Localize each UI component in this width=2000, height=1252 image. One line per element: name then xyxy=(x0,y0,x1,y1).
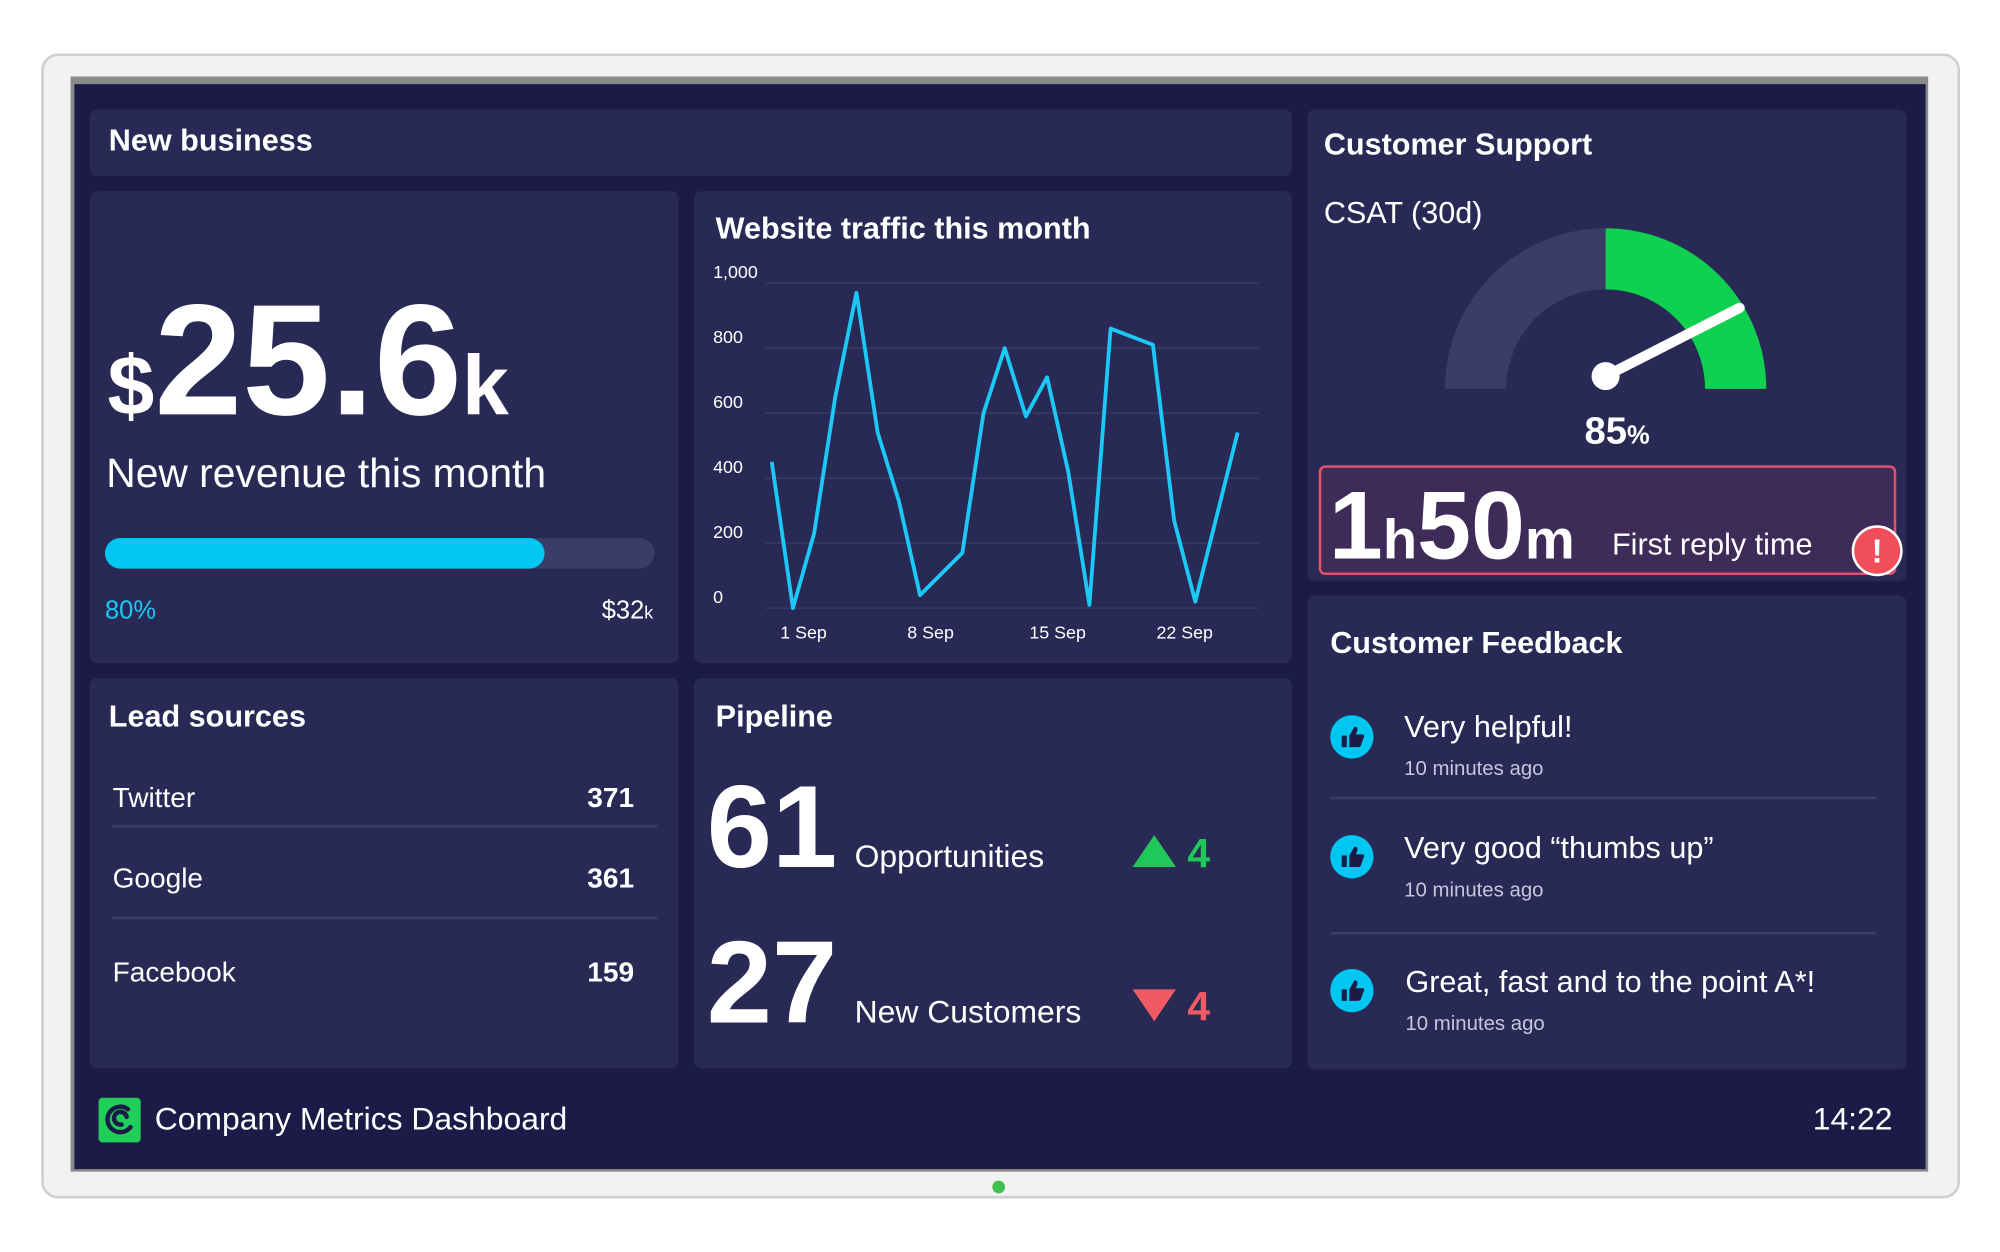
pipeline-label: New Customers xyxy=(855,994,1082,1030)
pipeline-change: 4 xyxy=(1187,983,1210,1029)
feedback-time: 10 minutes ago xyxy=(1404,879,1543,901)
lead-name: Facebook xyxy=(113,957,237,988)
feedback-text: Very helpful! xyxy=(1404,710,1572,744)
revenue-value: 25.6 xyxy=(154,271,462,448)
power-light xyxy=(992,1180,1006,1194)
alert-icon xyxy=(1851,525,1903,577)
csat-value: 85 xyxy=(1584,410,1627,453)
feedback-text: Very good “thumbs up” xyxy=(1404,831,1713,865)
up-arrow xyxy=(1132,835,1176,867)
panel xyxy=(694,191,1292,663)
target-value: $32 xyxy=(602,596,645,624)
y-tick-label: 1,000 xyxy=(713,262,758,282)
feedback-time: 10 minutes ago xyxy=(1405,1013,1544,1035)
pipeline-value: 27 xyxy=(707,917,837,1048)
csat-label: CSAT (30d) xyxy=(1324,196,1483,230)
panel-title: New business xyxy=(109,123,313,157)
thumbs-glyph xyxy=(1341,846,1365,867)
x-tick-label: 1 Sep xyxy=(780,623,827,643)
y-tick-label: 600 xyxy=(713,392,743,412)
x-tick-label: 8 Sep xyxy=(907,623,954,643)
minutes-unit: m xyxy=(1525,507,1575,570)
y-tick-label: 800 xyxy=(713,327,743,347)
gauge-needle xyxy=(1600,302,1745,382)
panel xyxy=(89,678,679,1069)
panel xyxy=(694,678,1292,1069)
csat-unit: % xyxy=(1627,422,1650,450)
reply-label: First reply time xyxy=(1612,528,1812,562)
traffic-line xyxy=(769,290,1240,611)
y-tick-label: 0 xyxy=(713,587,723,607)
lead-name: Google xyxy=(113,862,203,893)
y-tick-label: 200 xyxy=(713,522,743,542)
clock: 14:22 xyxy=(1813,1101,1893,1137)
pipeline-value: 61 xyxy=(707,761,837,892)
logo-mark xyxy=(105,1104,133,1135)
lead-value: 159 xyxy=(587,957,634,988)
panel-title: Lead sources xyxy=(109,700,306,734)
y-tick-label: 400 xyxy=(713,457,743,477)
target: $32k xyxy=(602,596,654,624)
feedback-text: Great, fast and to the point A*! xyxy=(1405,965,1815,999)
unit: k xyxy=(462,338,509,432)
alert-mark: ! xyxy=(1872,533,1883,570)
progress-label: 80% xyxy=(105,596,156,624)
lead-value: 361 xyxy=(587,862,634,893)
feedback-time: 10 minutes ago xyxy=(1404,758,1543,780)
panel-title: Website traffic this month xyxy=(716,211,1091,245)
gauge-zone xyxy=(1604,228,1767,390)
hours: 1 xyxy=(1329,470,1383,579)
lead-value: 371 xyxy=(587,782,634,813)
x-tick-label: 15 Sep xyxy=(1029,623,1086,643)
pipeline-label: Opportunities xyxy=(855,838,1044,874)
footer-title: Company Metrics Dashboard xyxy=(155,1101,568,1137)
target-unit: k xyxy=(644,602,653,622)
pipeline-change: 4 xyxy=(1187,830,1210,876)
reply-time: 1h50m xyxy=(1329,470,1575,579)
thumbs-glyph xyxy=(1341,726,1365,748)
reply-box xyxy=(1318,465,1897,576)
panel xyxy=(89,109,1292,176)
panel xyxy=(1307,595,1907,1070)
panel-title: Customer Feedback xyxy=(1330,626,1623,660)
down-arrow xyxy=(1132,989,1176,1022)
feedback-list xyxy=(1330,715,1374,1013)
currency: $ xyxy=(108,338,155,432)
panel xyxy=(1307,109,1907,582)
gauge-track xyxy=(1444,228,1607,390)
x-tick-label: 22 Sep xyxy=(1156,623,1213,643)
traffic-chart: 0 200 400 600 800 1,000 1 Sep 8 Sep 15 Sep 22 Sep xyxy=(713,262,1259,643)
csat: 85% xyxy=(1584,410,1649,453)
thumbs-glyph xyxy=(1341,980,1365,1001)
minutes: 50 xyxy=(1417,470,1525,579)
gauge-hub xyxy=(1591,362,1620,391)
revenue: $25.6k xyxy=(108,271,509,448)
hours-unit: h xyxy=(1383,507,1417,570)
logo xyxy=(98,1097,141,1143)
lead-name: Twitter xyxy=(113,782,196,813)
panel-title: Customer Support xyxy=(1324,127,1592,161)
progress-bar xyxy=(104,538,545,569)
revenue-label: New revenue this month xyxy=(106,450,546,496)
panel-title: Pipeline xyxy=(716,700,833,734)
